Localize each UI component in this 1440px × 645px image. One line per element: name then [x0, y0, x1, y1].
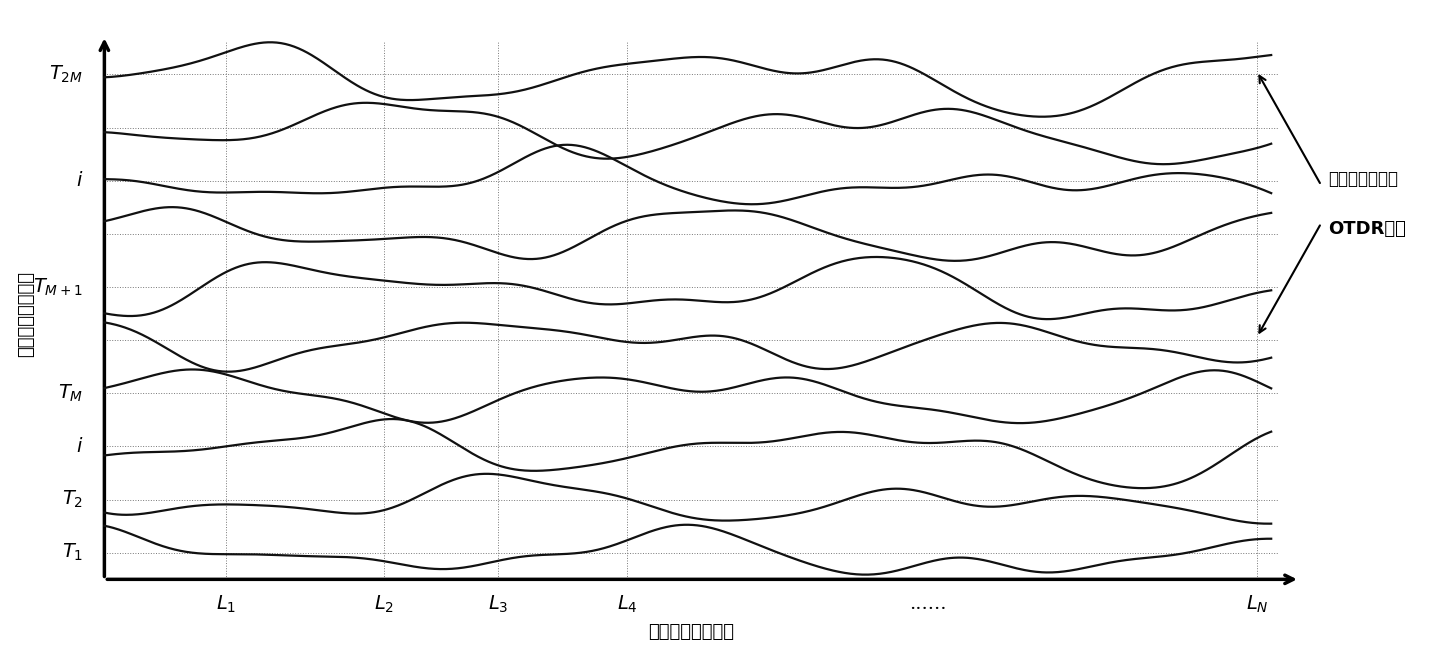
- Text: $L_1$: $L_1$: [216, 593, 236, 615]
- Text: $T_1$: $T_1$: [62, 542, 84, 564]
- Text: $T_M$: $T_M$: [58, 382, 84, 404]
- Text: $i$: $i$: [75, 172, 84, 190]
- Text: $T_{2M}$: $T_{2M}$: [49, 64, 84, 85]
- Text: $L_2$: $L_2$: [373, 593, 393, 615]
- Text: $L_N$: $L_N$: [1246, 593, 1269, 615]
- Text: $L_3$: $L_3$: [488, 593, 508, 615]
- Text: ......: ......: [909, 595, 946, 613]
- Text: $T_{M+1}$: $T_{M+1}$: [33, 277, 84, 298]
- Text: 空间轴（矩阵列）: 空间轴（矩阵列）: [648, 624, 734, 642]
- Text: $T_2$: $T_2$: [62, 489, 84, 510]
- Text: $L_4$: $L_4$: [616, 593, 638, 615]
- Text: OTDR轨迹: OTDR轨迹: [1329, 220, 1407, 238]
- Text: 不同时刻采集的: 不同时刻采集的: [1329, 170, 1398, 188]
- Text: 时间轴（矩阵行）: 时间轴（矩阵行）: [17, 271, 35, 357]
- Text: $i$: $i$: [75, 437, 84, 456]
